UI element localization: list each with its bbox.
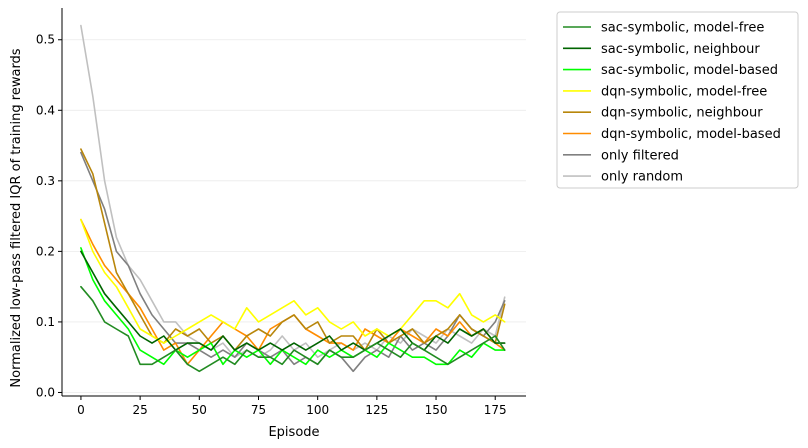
- x-tick-label-3: 75: [251, 403, 266, 417]
- y-tick-label-4: 0.4: [36, 103, 55, 117]
- legend-label-6: only filtered: [601, 148, 679, 163]
- legend: sac-symbolic, model-free sac-symbolic, ne…: [556, 11, 799, 189]
- series-line-2: [80, 247, 506, 366]
- y-axis-label: Normalized low-pass filtered IQR of trai…: [9, 48, 24, 387]
- y-tick-label-1: 0.1: [36, 315, 55, 329]
- legend-label-1: sac-symbolic, neighbour: [601, 42, 760, 57]
- y-ticks: 0.0 0.1 0.2 0.3 0.4 0.5: [36, 33, 62, 399]
- series-line-5: [80, 218, 506, 366]
- series-line-4: [80, 148, 506, 351]
- series-line-7: [80, 24, 506, 359]
- x-tick-label-2: 50: [192, 403, 207, 417]
- x-ticks: 0 25 50 75 100 125 150 175: [77, 396, 507, 417]
- series-line-0: [80, 285, 506, 373]
- x-tick-label-5: 125: [365, 403, 388, 417]
- y-tick-label-0: 0.0: [36, 385, 55, 399]
- y-gridlines: [62, 39, 526, 393]
- legend-label-5: dqn-symbolic, model-based: [601, 127, 781, 142]
- legend-label-3: dqn-symbolic, model-free: [601, 84, 767, 99]
- x-tick-label-7: 175: [484, 403, 507, 417]
- x-tick-label-4: 100: [306, 403, 329, 417]
- legend-label-2: sac-symbolic, model-based: [601, 63, 778, 78]
- x-tick-label-1: 25: [132, 403, 147, 417]
- legend-label-4: dqn-symbolic, neighbour: [601, 106, 763, 121]
- legend-frame: [556, 11, 799, 189]
- x-axis-label: Episode: [268, 425, 319, 440]
- series-line-3: [80, 218, 506, 344]
- y-tick-label-5: 0.5: [36, 33, 55, 47]
- y-tick-label-3: 0.3: [36, 174, 55, 188]
- legend-label-0: sac-symbolic, model-free: [601, 21, 764, 36]
- axes: [61, 8, 526, 397]
- x-tick-label-6: 150: [425, 403, 448, 417]
- legend-label-7: only random: [601, 170, 683, 185]
- y-tick-label-2: 0.2: [36, 244, 55, 258]
- series-line-6: [80, 151, 506, 373]
- series-lines: [80, 24, 506, 373]
- series-line-1: [80, 250, 506, 351]
- x-tick-label-0: 0: [77, 403, 85, 417]
